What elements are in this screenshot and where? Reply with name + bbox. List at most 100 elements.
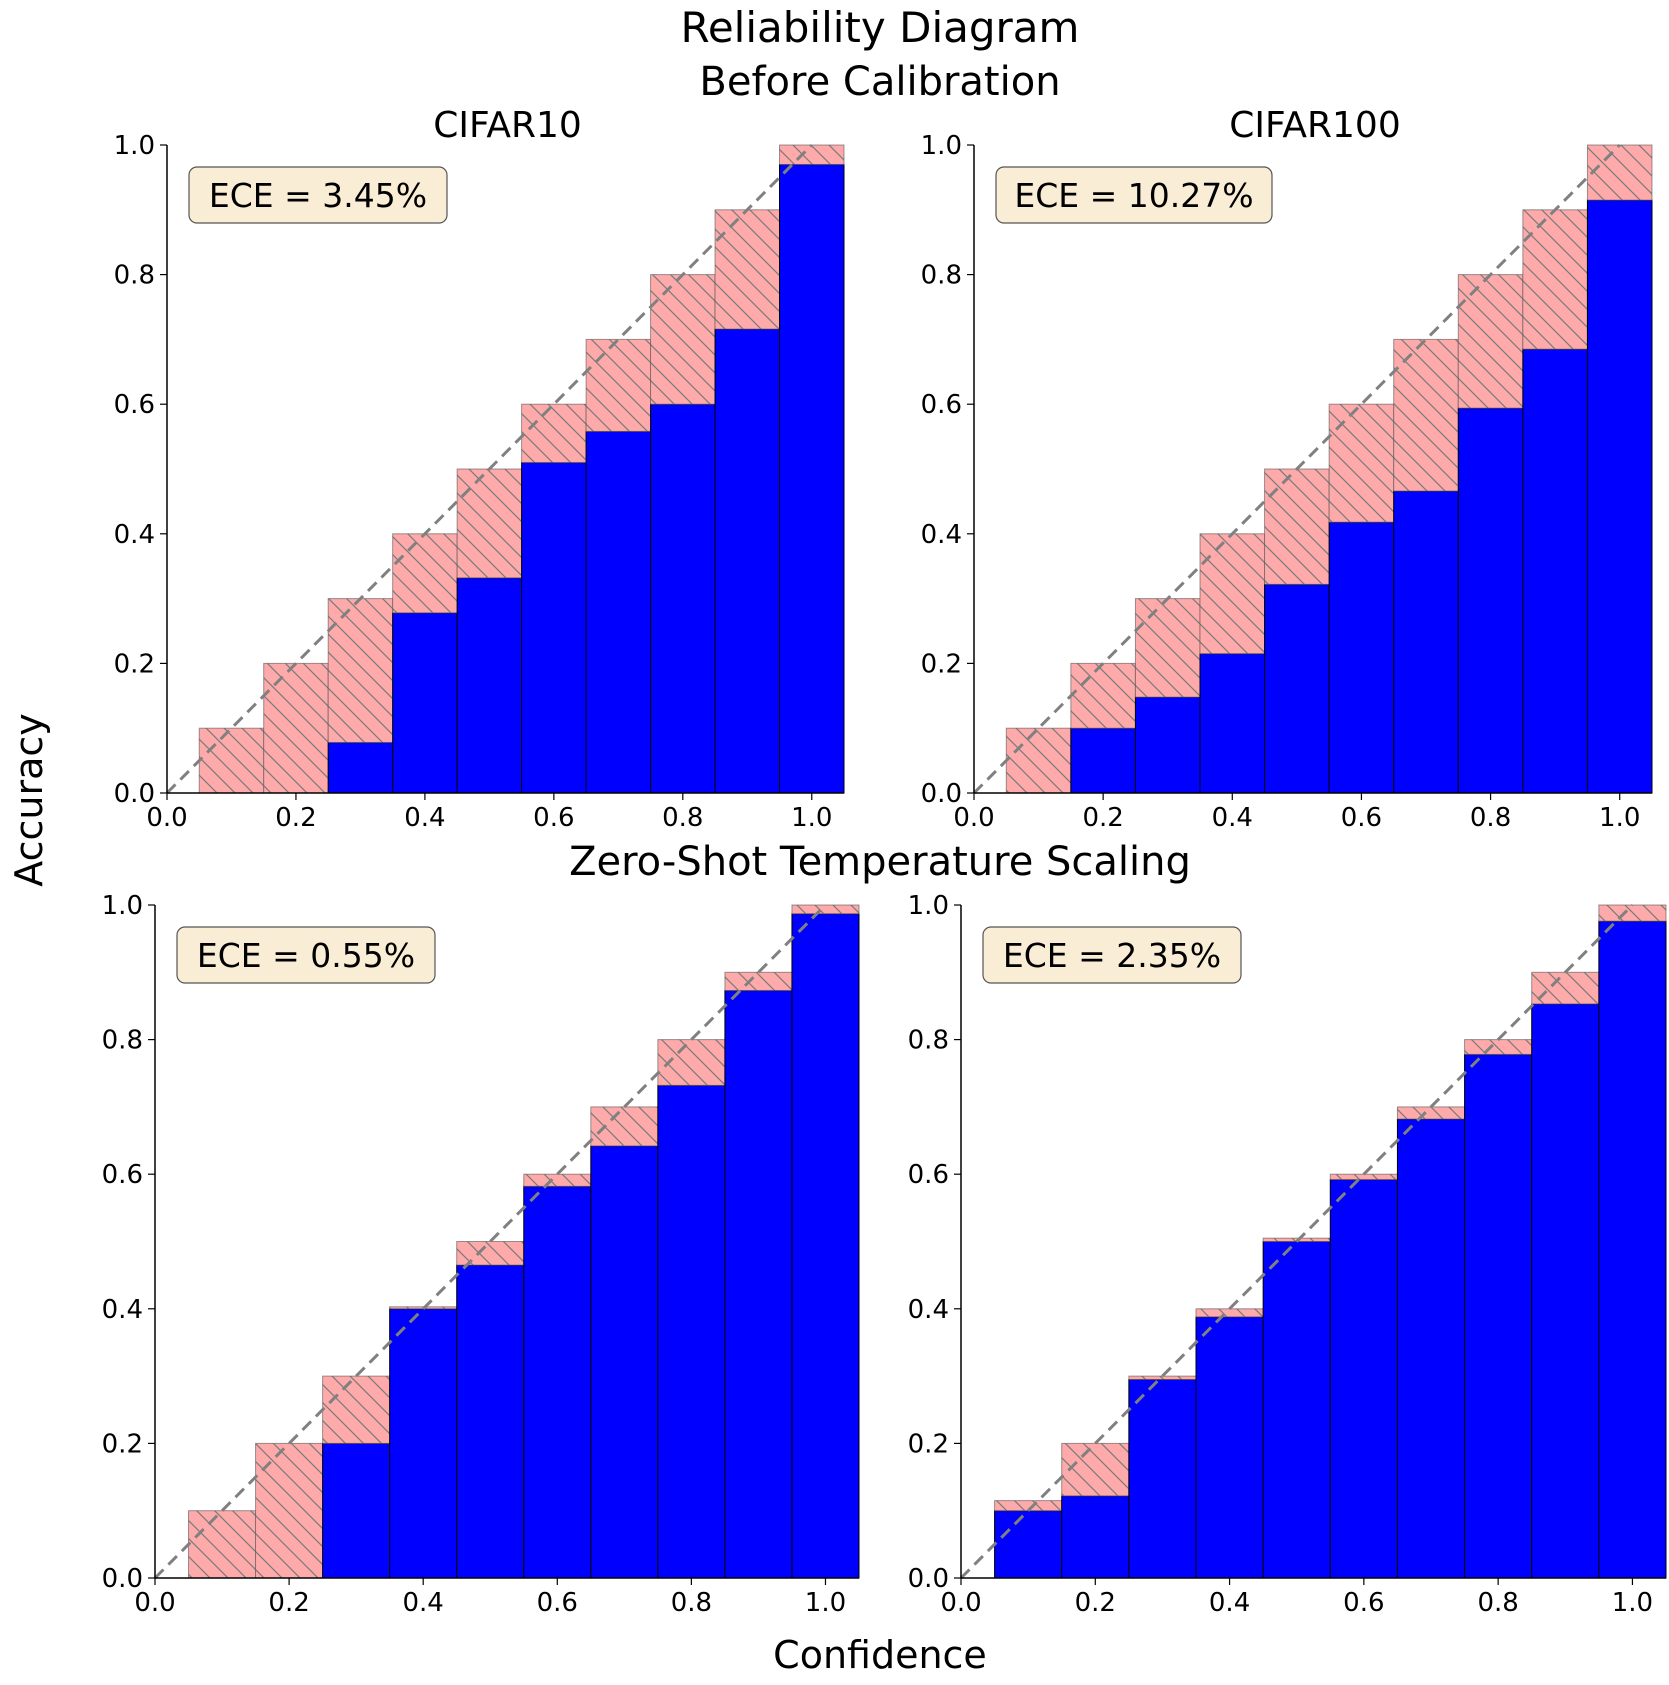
x-tick-label: 0.8 xyxy=(1470,803,1511,833)
gap-bar xyxy=(714,209,781,330)
reliability-panel: 0.0 0.2 0.4 0.6 0.8 1.0 0.0 0.2 0.4 0.6 0.8 1.0 CIFA… xyxy=(114,105,845,833)
output-bar xyxy=(1457,407,1524,794)
x-axis-label: Confidence xyxy=(773,1633,987,1677)
gap-bar xyxy=(327,598,394,743)
reliability-panel: 0.0 0.2 0.4 0.6 0.8 1.0 0.0 0.2 0.4 0.6 0.8 1.0 ECE … xyxy=(102,891,860,1618)
y-tick-label: 0.8 xyxy=(102,1026,143,1056)
column-title: CIFAR100 xyxy=(1229,105,1401,146)
ece-box xyxy=(176,926,436,984)
perfect-calibration-line xyxy=(972,143,1621,795)
x-tick-label: 0.8 xyxy=(671,1588,712,1618)
perfect-calibration-line xyxy=(959,903,1634,1580)
output-bar xyxy=(1393,490,1459,794)
output-bar xyxy=(456,577,523,794)
x-tick-label: 1.0 xyxy=(805,1588,846,1618)
y-tick-label: 0.6 xyxy=(921,390,962,420)
gap-bar xyxy=(1070,662,1136,729)
gap-bar xyxy=(263,662,329,794)
gap-bar xyxy=(650,274,716,405)
y-tick-label: 0.0 xyxy=(114,779,155,809)
x-tick-label: 0.6 xyxy=(537,1588,578,1618)
y-tick-label: 0.0 xyxy=(908,1564,949,1594)
gap-bar xyxy=(590,1106,659,1147)
y-tick-label: 1.0 xyxy=(921,131,962,161)
output-bar xyxy=(456,1264,525,1579)
y-tick-label: 0.0 xyxy=(921,779,962,809)
x-tick-label: 0.0 xyxy=(134,1588,175,1618)
output-bar xyxy=(1195,1316,1264,1579)
gap-bar xyxy=(456,468,523,579)
y-tick-label: 0.6 xyxy=(114,390,155,420)
output-bar xyxy=(657,1084,726,1579)
gap-bar xyxy=(456,1241,525,1266)
row-title-before: Before Calibration xyxy=(699,59,1060,105)
gap-bar xyxy=(392,533,458,614)
output-bar xyxy=(1522,348,1588,794)
gap-bar xyxy=(585,338,652,432)
gap-bar xyxy=(1531,971,1600,1005)
panels: 0.0 0.2 0.4 0.6 0.8 1.0 0.0 0.2 0.4 0.6 0.8 1.0 CIFA… xyxy=(102,105,1667,1618)
y-tick-label: 0.2 xyxy=(908,1429,949,1459)
gap-bar xyxy=(1457,274,1524,409)
figure-title: Reliability Diagram xyxy=(681,3,1080,52)
output-bar xyxy=(1199,653,1266,794)
gap-bar xyxy=(188,1510,257,1579)
output-bar xyxy=(392,612,458,794)
x-tick-label: 0.6 xyxy=(1343,1588,1384,1618)
x-tick-label: 0.8 xyxy=(662,803,703,833)
x-tick-label: 0.6 xyxy=(1341,803,1382,833)
ece-box xyxy=(188,166,448,224)
output-bar xyxy=(791,913,860,1579)
gap-bar xyxy=(322,1375,391,1444)
y-tick-label: 0.2 xyxy=(102,1429,143,1459)
x-tick-label: 0.6 xyxy=(533,803,574,833)
gap-bar xyxy=(724,971,793,991)
x-tick-label: 0.4 xyxy=(403,1588,444,1618)
x-tick-label: 0.2 xyxy=(1075,1588,1116,1618)
gap-bar xyxy=(1128,1375,1197,1380)
y-tick-label: 0.2 xyxy=(114,649,155,679)
gap-bar xyxy=(779,144,845,165)
ece-label: ECE = 3.45% xyxy=(209,176,427,215)
output-bar xyxy=(1262,1241,1331,1579)
y-tick-label: 0.8 xyxy=(114,261,155,291)
gap-bar xyxy=(791,904,860,915)
gap-bar xyxy=(1328,403,1395,523)
y-tick-label: 0.4 xyxy=(908,1295,949,1325)
output-bar xyxy=(389,1308,458,1579)
gap-bar xyxy=(1396,1106,1466,1120)
column-title: CIFAR10 xyxy=(433,105,582,146)
y-tick-label: 0.4 xyxy=(921,520,962,550)
x-tick-label: 1.0 xyxy=(1599,803,1640,833)
x-tick-label: 0.0 xyxy=(953,803,994,833)
ece-label: ECE = 0.55% xyxy=(197,936,415,975)
y-tick-label: 0.6 xyxy=(102,1160,143,1190)
x-tick-label: 0.4 xyxy=(1209,1588,1250,1618)
reliability-panel: 0.0 0.2 0.4 0.6 0.8 1.0 0.0 0.2 0.4 0.6 0.8 1.0 ECE … xyxy=(908,891,1667,1618)
output-bar xyxy=(724,989,793,1579)
output-bar xyxy=(322,1442,391,1579)
gap-bar xyxy=(1061,1442,1130,1497)
ece-label: ECE = 2.35% xyxy=(1003,936,1221,975)
output-bar xyxy=(1531,1003,1600,1579)
y-tick-label: 0.2 xyxy=(921,649,962,679)
perfect-calibration-line xyxy=(153,903,827,1580)
gap-bar xyxy=(1464,1039,1533,1055)
row-title-after: Zero-Shot Temperature Scaling xyxy=(569,839,1191,885)
gap-bar xyxy=(1264,468,1330,585)
x-tick-label: 0.0 xyxy=(940,1588,981,1618)
gap-bar xyxy=(1598,904,1667,922)
gap-bar xyxy=(1134,598,1201,698)
gap-bar xyxy=(521,403,587,464)
output-bar xyxy=(1328,521,1395,794)
x-tick-label: 1.0 xyxy=(791,803,832,833)
gap-bar xyxy=(1522,209,1588,350)
y-tick-label: 0.8 xyxy=(921,261,962,291)
output-bar xyxy=(590,1145,659,1579)
gap-bar xyxy=(1393,338,1459,492)
perfect-calibration-line xyxy=(165,143,813,795)
x-tick-label: 1.0 xyxy=(1612,1588,1653,1618)
gap-bar xyxy=(1329,1173,1398,1181)
gap-bar xyxy=(255,1442,324,1579)
